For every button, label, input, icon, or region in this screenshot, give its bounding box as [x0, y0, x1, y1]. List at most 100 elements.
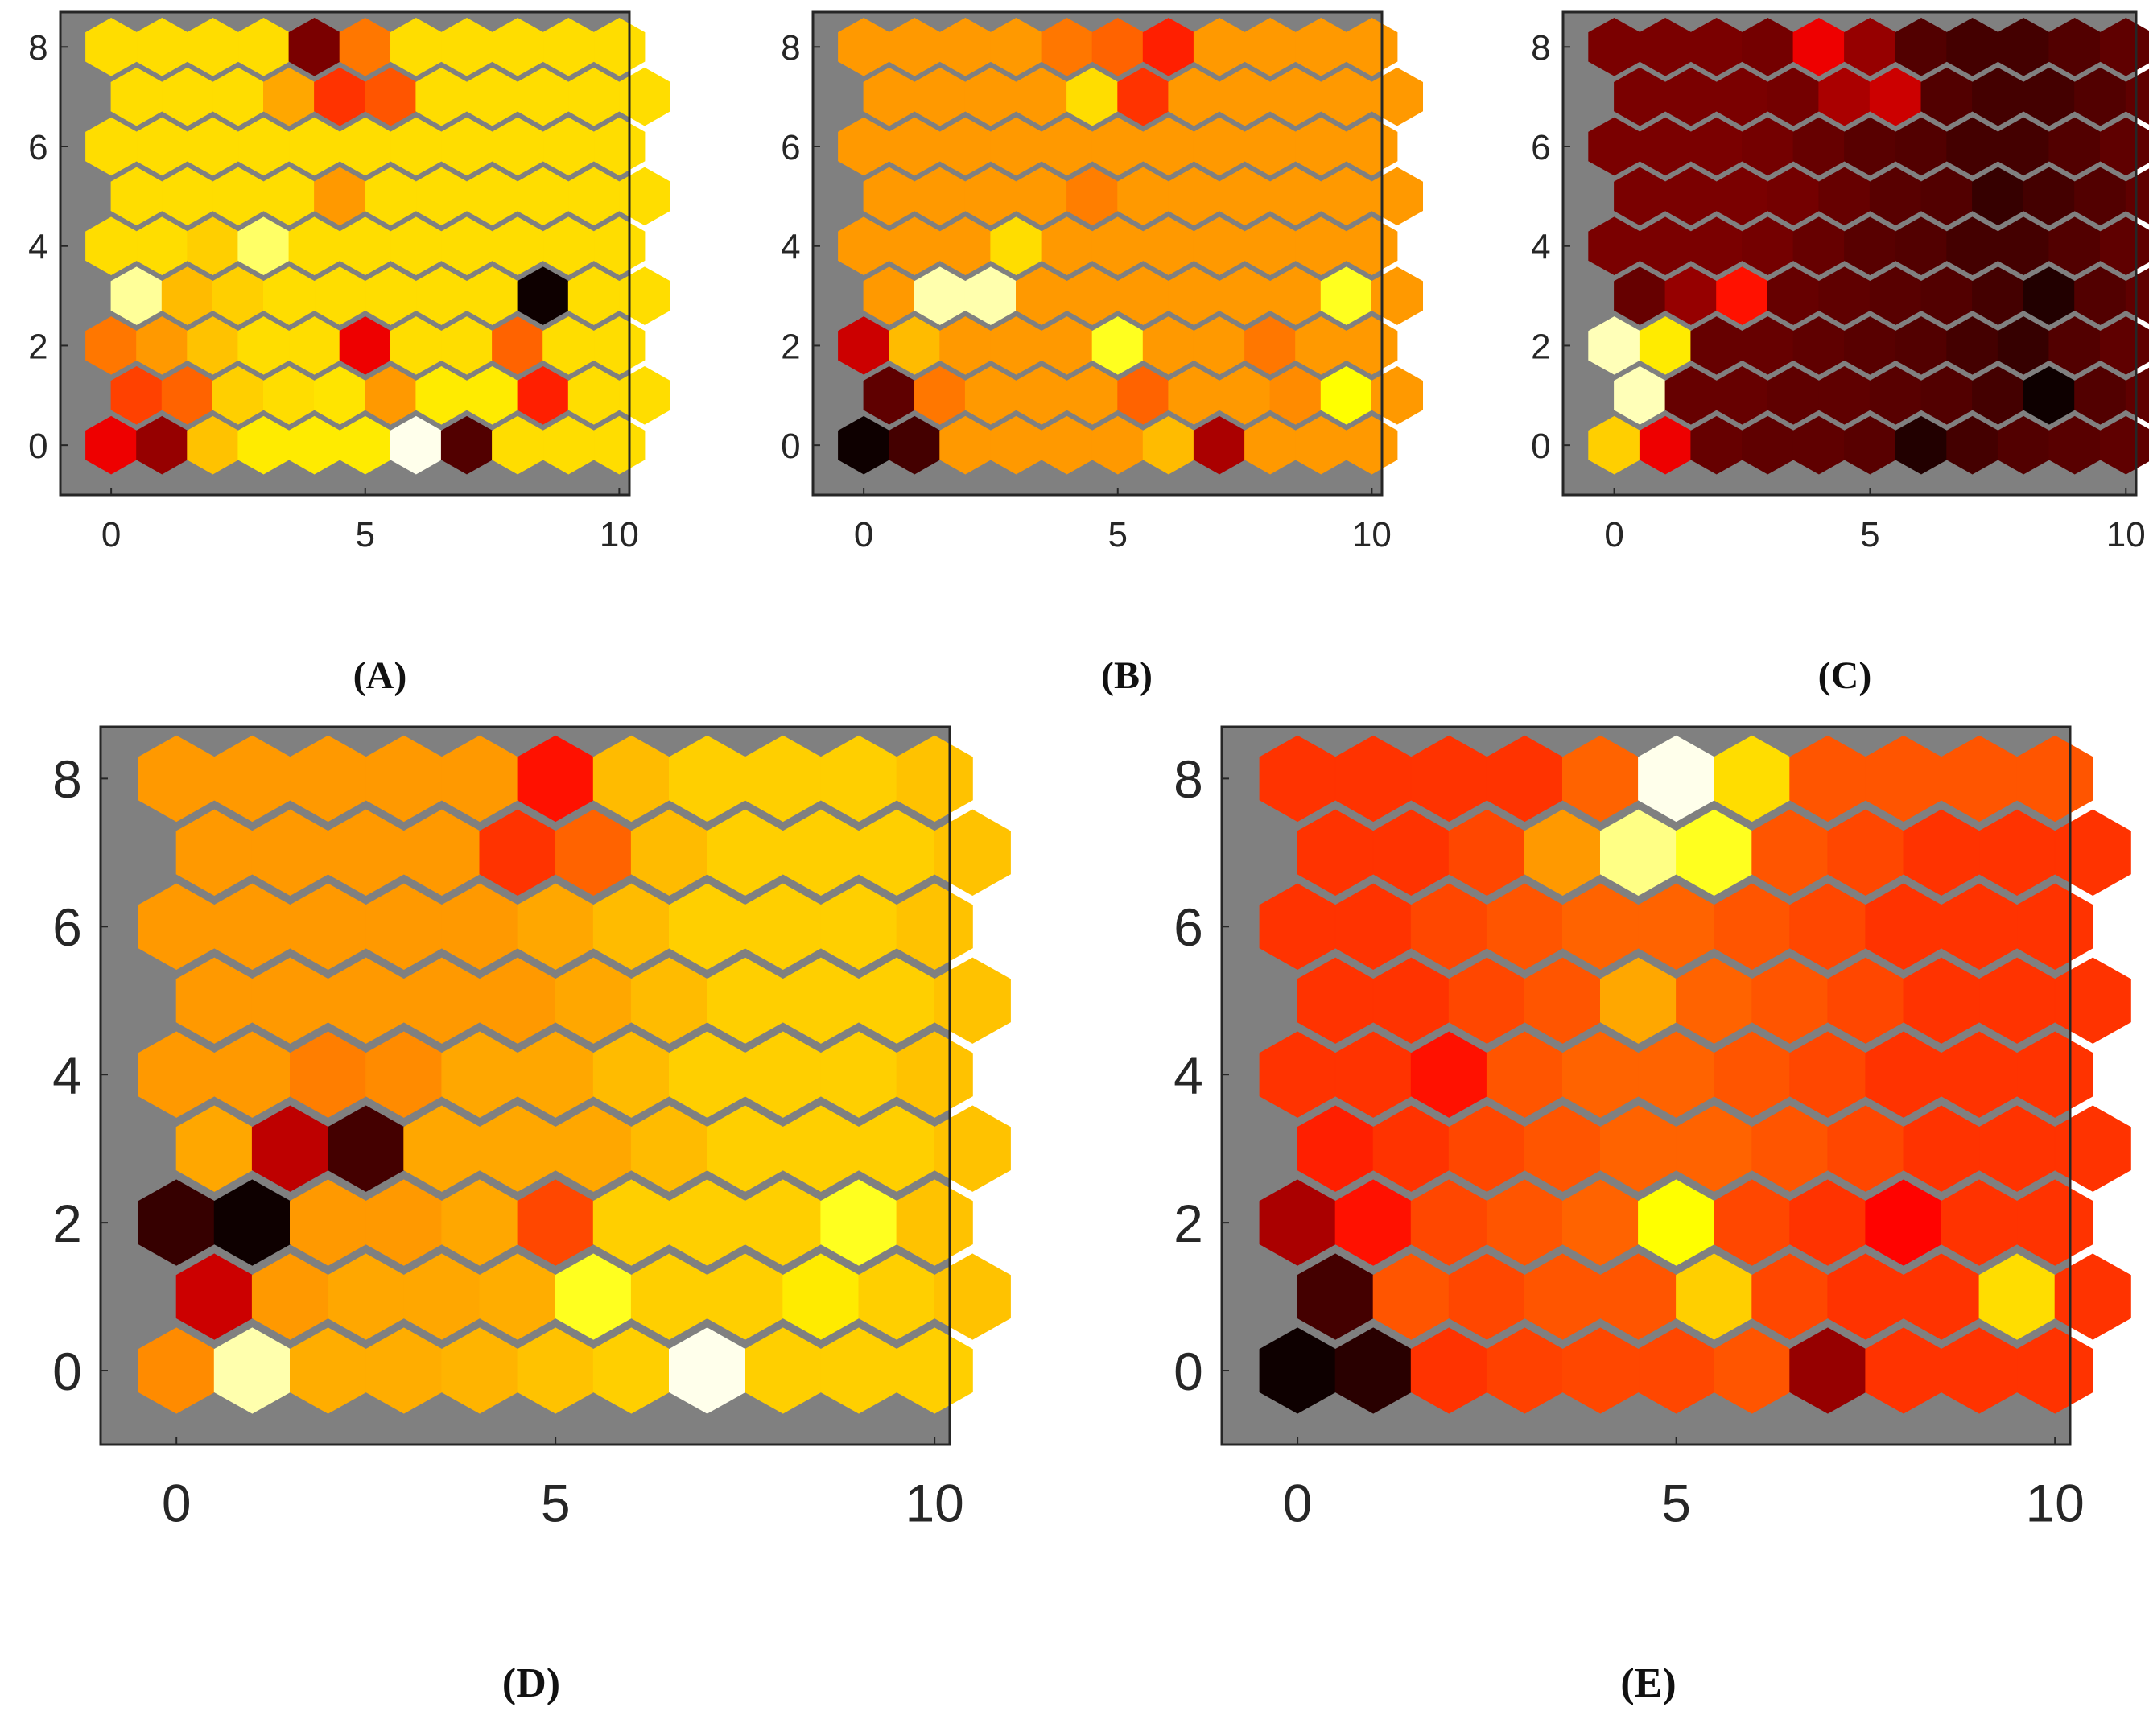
- y-tick-label: 6: [52, 897, 82, 957]
- hex-cell: [934, 809, 1011, 896]
- hex-cell: [934, 957, 1011, 1044]
- y-tick-label: 0: [28, 427, 47, 466]
- hex-cell: [896, 883, 973, 970]
- hex-cell: [1371, 266, 1423, 325]
- x-tick-label: 5: [1108, 515, 1128, 555]
- y-tick-label: 4: [781, 228, 800, 267]
- hex-cell: [2054, 1105, 2131, 1192]
- hex-cell: [593, 117, 646, 176]
- hex-cell: [2125, 168, 2149, 225]
- hex-cell: [2125, 367, 2149, 423]
- x-tick-label: 10: [905, 1474, 963, 1533]
- panel-label: (C): [1818, 654, 1872, 697]
- hex-cell: [2016, 735, 2093, 823]
- hex-cell: [618, 366, 670, 425]
- y-tick-label: 8: [781, 28, 800, 68]
- hex-cell: [618, 67, 670, 126]
- y-tick-label: 6: [28, 128, 47, 167]
- hex-cell: [896, 1327, 973, 1414]
- panel-d: 0 5 10 0 2 4 6 8 (D): [52, 725, 1011, 1706]
- x-tick-label: 5: [541, 1474, 571, 1533]
- hex-cell: [1371, 67, 1423, 126]
- x-tick-label: 0: [854, 515, 873, 555]
- x-tick-label: 10: [600, 515, 639, 555]
- axes-frame: [99, 725, 951, 1446]
- y-tick-label: 2: [52, 1194, 82, 1253]
- y-tick-label: 2: [781, 327, 800, 366]
- panel-label: (A): [353, 654, 407, 697]
- x-tick-label: 10: [1352, 515, 1392, 555]
- hex-cell: [593, 415, 646, 475]
- y-tick-label: 0: [1531, 427, 1550, 466]
- hex-cell: [2016, 1179, 2093, 1266]
- hex-cell: [1371, 366, 1423, 425]
- hex-cell: [1346, 415, 1398, 475]
- y-tick-label: 0: [781, 427, 800, 466]
- y-tick-label: 2: [28, 327, 47, 366]
- y-tick-label: 0: [1173, 1342, 1203, 1401]
- x-tick-label: 5: [356, 515, 375, 555]
- hex-cells: [85, 18, 670, 475]
- hex-cell: [618, 167, 670, 226]
- hex-cell: [896, 735, 973, 823]
- axes-frame: [59, 10, 631, 497]
- x-tick-label: 0: [101, 515, 121, 555]
- hex-cell: [2016, 1031, 2093, 1118]
- axes-frame: [1220, 725, 2072, 1446]
- hex-cell: [1346, 18, 1398, 76]
- x-tick-label: 10: [2025, 1474, 2084, 1533]
- y-tick-label: 4: [28, 228, 47, 267]
- panel-label: (D): [502, 1660, 560, 1706]
- hex-cell: [2016, 883, 2093, 970]
- y-tick-label: 4: [1173, 1045, 1203, 1105]
- y-tick-label: 8: [1173, 749, 1203, 809]
- hex-cell: [2054, 809, 2131, 896]
- hex-cell: [593, 216, 646, 275]
- hex-cells: [138, 735, 1011, 1414]
- y-tick-label: 2: [1531, 327, 1550, 366]
- hex-cell: [1346, 117, 1398, 176]
- hex-cell: [2054, 957, 2131, 1044]
- y-tick-label: 6: [1173, 897, 1203, 957]
- panel-c: 0 5 10 0 2 4 6 8 (C): [1531, 10, 2149, 697]
- x-tick-label: 0: [1604, 515, 1623, 555]
- hex-cell: [618, 266, 670, 325]
- hex-cell: [2054, 1253, 2131, 1340]
- panel-label: (B): [1101, 654, 1153, 697]
- hex-cell: [2125, 68, 2149, 125]
- panel-a: 0 5 10 0 2 4 6 8 (A): [28, 10, 670, 697]
- hex-cell: [1346, 316, 1398, 375]
- hex-cell: [1346, 216, 1398, 275]
- hex-cell: [896, 1179, 973, 1266]
- hex-cell: [896, 1031, 973, 1118]
- x-tick-label: 5: [1661, 1474, 1691, 1533]
- x-tick-label: 10: [2106, 515, 2146, 555]
- panel-label: (E): [1620, 1660, 1676, 1706]
- hex-cell: [934, 1105, 1011, 1192]
- y-tick-label: 4: [52, 1045, 82, 1105]
- x-tick-label: 5: [1860, 515, 1879, 555]
- y-tick-label: 0: [52, 1342, 82, 1401]
- y-tick-label: 4: [1531, 228, 1550, 267]
- panel-b: 0 5 10 0 2 4 6 8 (B): [781, 10, 1423, 697]
- hex-cell: [593, 18, 646, 76]
- y-tick-label: 2: [1173, 1194, 1203, 1253]
- x-tick-label: 0: [162, 1474, 192, 1533]
- hex-cell: [934, 1253, 1011, 1340]
- axes-frame: [811, 10, 1384, 497]
- y-tick-label: 6: [1531, 128, 1550, 167]
- hex-cells: [1259, 735, 2131, 1414]
- y-tick-label: 6: [781, 128, 800, 167]
- y-tick-label: 8: [28, 28, 47, 68]
- hex-cell: [2016, 1327, 2093, 1414]
- axes-frame: [1561, 10, 2138, 497]
- hex-cells: [838, 18, 1423, 475]
- hex-cell: [593, 316, 646, 375]
- hex-cell: [1371, 167, 1423, 226]
- y-tick-label: 8: [52, 749, 82, 809]
- x-tick-label: 0: [1283, 1474, 1313, 1533]
- panel-e: 0 5 10 0 2 4 6 8 (E): [1173, 725, 2131, 1706]
- hex-cells: [1588, 18, 2149, 475]
- y-tick-label: 8: [1531, 28, 1550, 68]
